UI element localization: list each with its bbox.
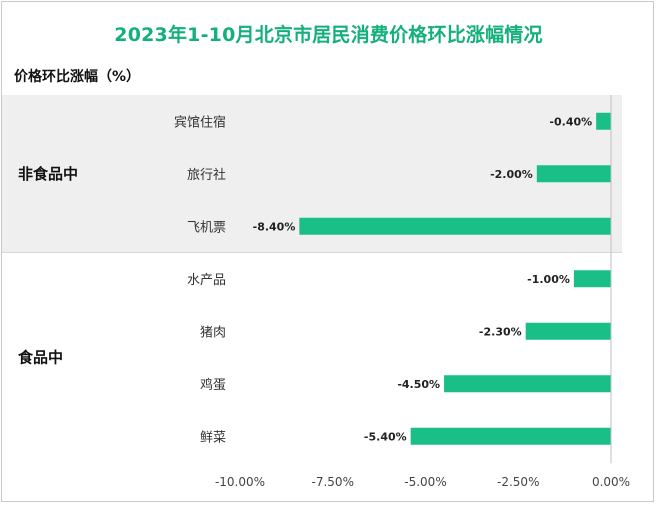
x-tick-label: -5.00% xyxy=(404,475,446,489)
category-label: 水产品 xyxy=(187,273,226,288)
category-label: 宾馆住宿 xyxy=(174,114,226,130)
data-label: -2.30% xyxy=(479,325,522,338)
bar xyxy=(410,427,611,445)
bar xyxy=(573,270,611,288)
bar xyxy=(299,217,611,235)
data-label: -5.40% xyxy=(364,430,407,443)
bar xyxy=(525,322,611,340)
x-tick-label: -2.50% xyxy=(497,475,539,489)
category-label: 鲜菜 xyxy=(200,430,226,445)
group-label-0: 非食品中 xyxy=(18,165,78,183)
x-tick-label: -10.00% xyxy=(215,475,265,489)
data-label: -2.00% xyxy=(490,168,533,181)
group-label-1: 食品中 xyxy=(18,349,63,367)
category-label: 猪肉 xyxy=(200,325,226,340)
x-tick-label: -7.50% xyxy=(312,475,354,489)
y-axis-label: 价格环比涨幅（%） xyxy=(14,69,141,85)
x-tick-label: 0.00% xyxy=(592,475,630,489)
bar xyxy=(536,165,611,183)
chart-title: 2023年1-10月北京市居民消费价格环比涨幅情况 xyxy=(114,24,543,46)
data-label: -0.40% xyxy=(549,115,592,128)
data-label: -8.40% xyxy=(253,220,296,233)
category-label: 飞机票 xyxy=(187,220,226,235)
bar xyxy=(596,112,611,130)
bar xyxy=(444,375,611,393)
category-label: 鸡蛋 xyxy=(200,377,226,393)
data-label: -4.50% xyxy=(397,378,440,391)
data-label: -1.00% xyxy=(527,273,570,286)
category-label: 旅行社 xyxy=(187,167,226,183)
